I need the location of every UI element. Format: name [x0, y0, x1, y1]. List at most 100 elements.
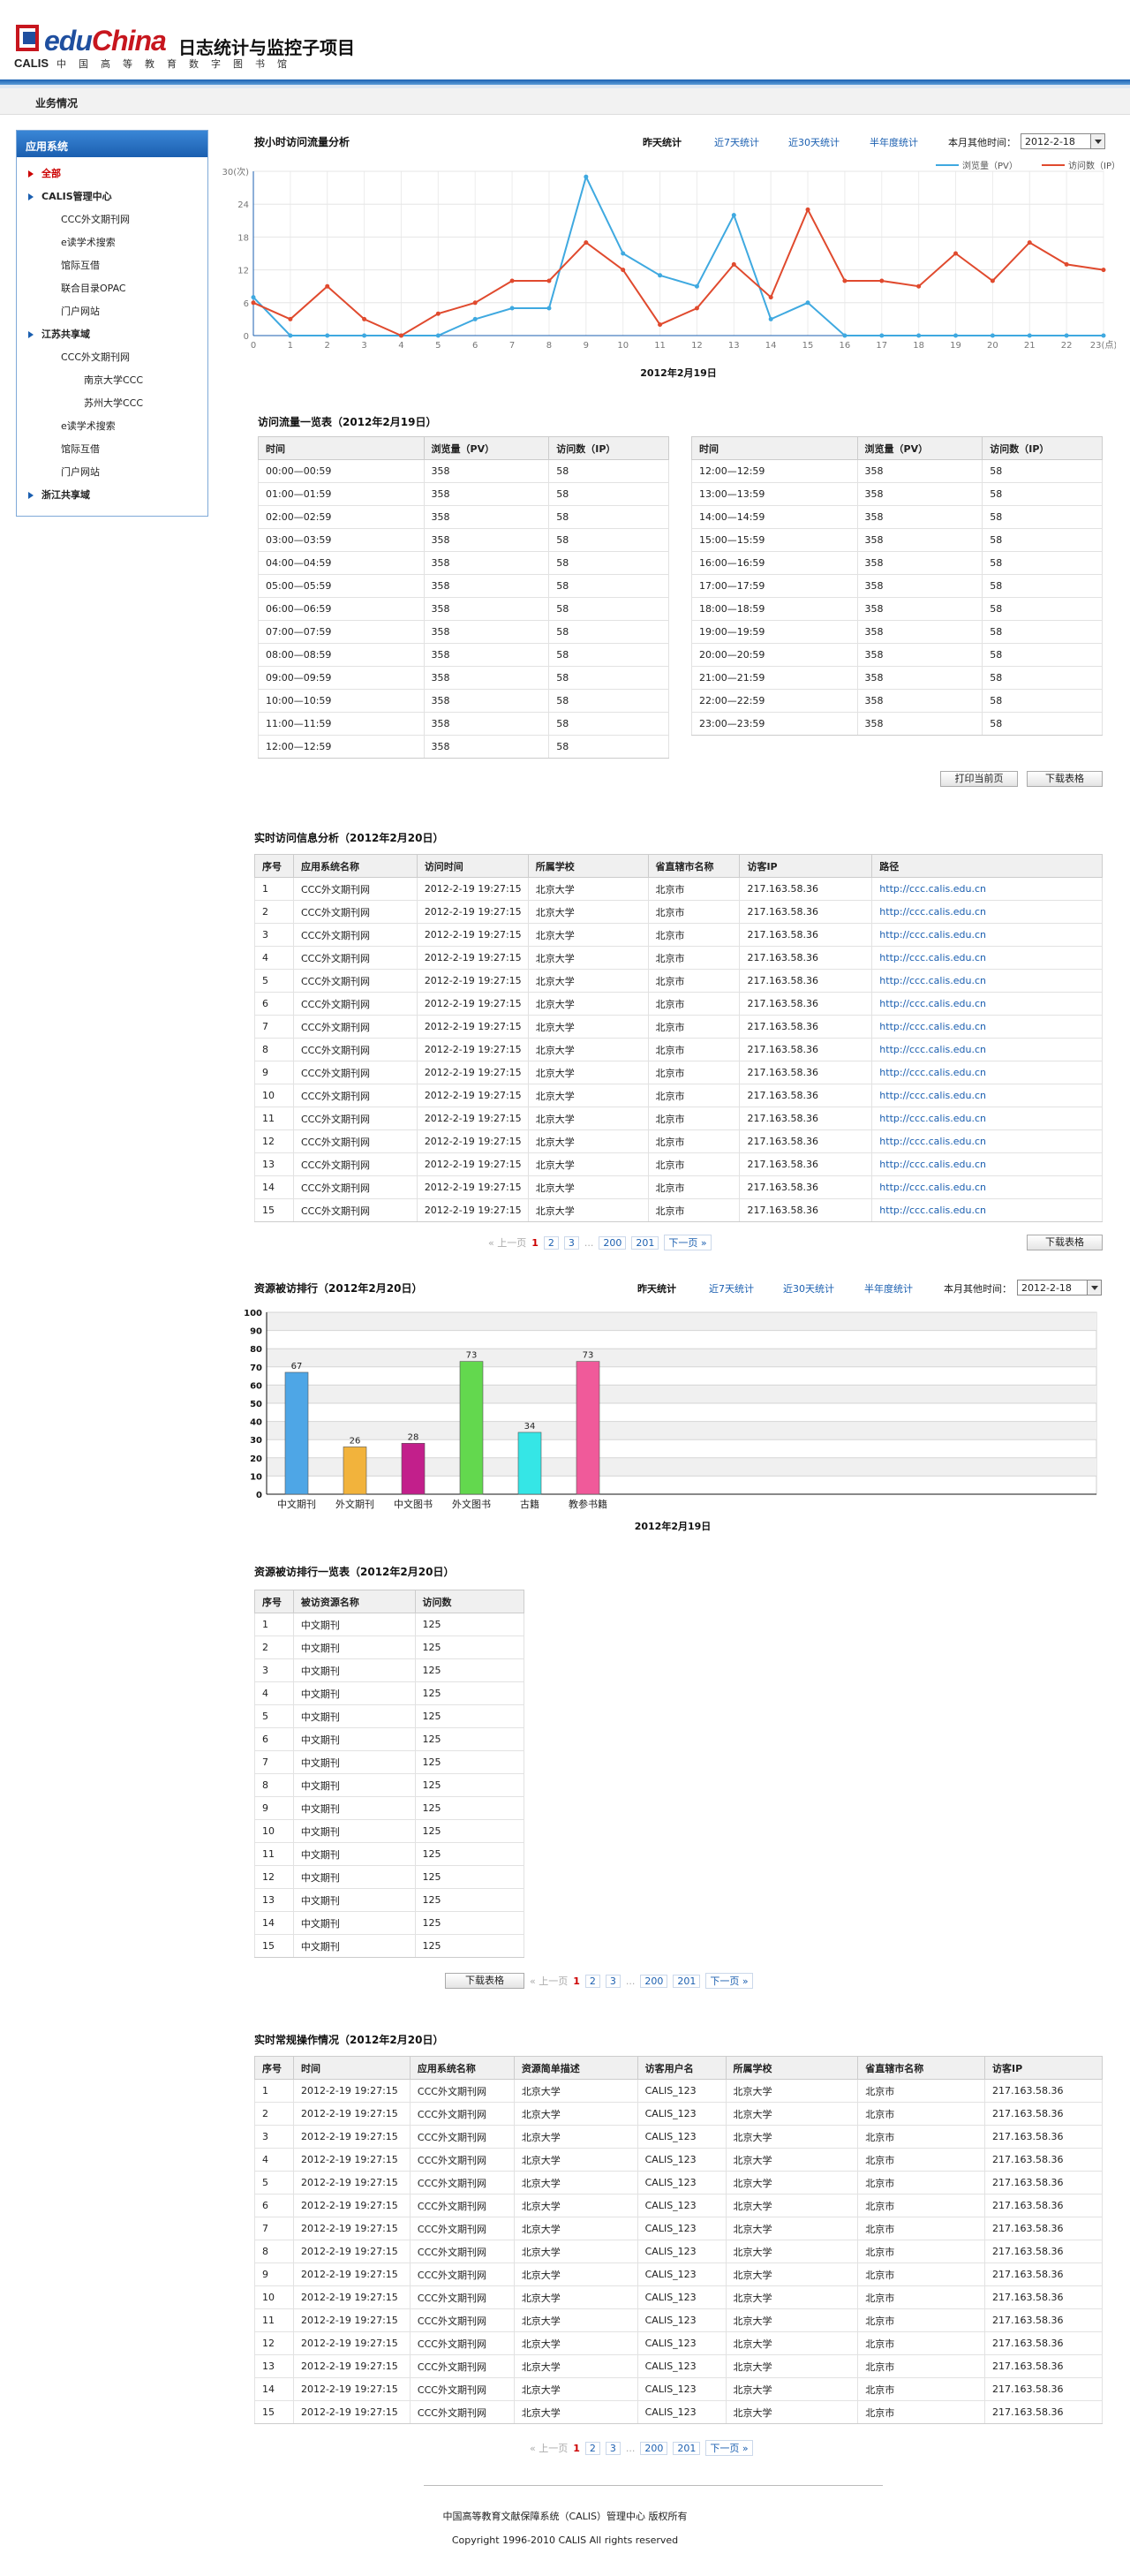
table-cell[interactable]: http://ccc.calis.edu.cn [871, 1175, 1103, 1199]
pager-next[interactable]: 下一页 » [705, 1973, 753, 1989]
table-cell[interactable]: http://ccc.calis.edu.cn [871, 923, 1103, 947]
data-point[interactable] [288, 333, 293, 338]
data-point[interactable] [251, 300, 256, 306]
table-cell[interactable]: http://ccc.calis.edu.cn [871, 1198, 1103, 1222]
pager-page-1[interactable]: 1 [531, 1237, 539, 1249]
filter-halfyear[interactable]: 半年度统计 [870, 137, 918, 148]
data-point[interactable] [472, 316, 478, 321]
column-header[interactable]: 应用系统名称 [292, 854, 418, 878]
sidebar-item-0[interactable]: 全部 [17, 162, 207, 185]
data-point[interactable] [435, 311, 441, 316]
data-point[interactable] [1101, 268, 1106, 273]
pager-prev[interactable]: « 上一页 [488, 1237, 527, 1249]
sidebar-item-10[interactable]: 苏州大学CCC [84, 397, 144, 409]
table-cell[interactable]: http://ccc.calis.edu.cn [871, 1152, 1103, 1176]
download-flow-button[interactable]: 下载表格 [1027, 771, 1103, 787]
data-point[interactable] [658, 273, 663, 278]
data-point[interactable] [694, 283, 699, 289]
data-point[interactable] [472, 300, 478, 306]
data-point[interactable] [325, 283, 330, 289]
sidebar-item-1[interactable]: CALIS管理中心 [17, 185, 207, 208]
column-header[interactable]: 序号 [254, 2056, 294, 2080]
sidebar-item-13[interactable]: 门户网站 [61, 466, 100, 478]
column-header[interactable]: 被访资源名称 [292, 1590, 416, 1613]
pager-page-2[interactable]: 2 [584, 1975, 600, 1988]
sidebar-item-5[interactable]: 联合目录OPAC [61, 283, 126, 294]
bar-filter-yesterday[interactable]: 昨天统计 [637, 1283, 676, 1295]
table-cell[interactable]: http://ccc.calis.edu.cn [871, 1084, 1103, 1107]
data-point[interactable] [768, 295, 773, 300]
pager-page-201[interactable]: 201 [673, 2442, 701, 2455]
bar[interactable] [284, 1371, 309, 1495]
sidebar-item-3[interactable]: e读学术搜索 [61, 237, 116, 248]
data-point[interactable] [546, 278, 552, 283]
column-header[interactable]: 访问数（IP） [548, 436, 669, 460]
pager-page-2[interactable]: 2 [543, 1236, 559, 1250]
bar-filter-last7[interactable]: 近7天统计 [709, 1283, 754, 1295]
column-header[interactable]: 访问数 [414, 1590, 524, 1613]
bar-filter-halfyear[interactable]: 半年度统计 [864, 1283, 913, 1295]
column-header[interactable]: 所属学校 [527, 854, 649, 878]
data-point[interactable] [805, 207, 810, 212]
table-cell[interactable]: http://ccc.calis.edu.cn [871, 969, 1103, 993]
sidebar-item-2[interactable]: CCC外文期刊网 [61, 214, 131, 225]
data-point[interactable] [916, 283, 922, 289]
sidebar-item-4[interactable]: 馆际互借 [61, 260, 100, 271]
data-point[interactable] [1064, 261, 1069, 267]
bar[interactable] [517, 1432, 542, 1495]
data-point[interactable] [509, 306, 515, 311]
bar[interactable] [401, 1443, 426, 1495]
column-header[interactable]: 浏览量（PV） [856, 436, 983, 460]
column-header[interactable]: 省直辖市名称 [857, 2056, 986, 2080]
data-point[interactable] [879, 333, 885, 338]
data-point[interactable] [325, 333, 330, 338]
download-rank-button[interactable]: 下载表格 [445, 1973, 524, 1989]
pager-page-201[interactable]: 201 [673, 1975, 701, 1988]
data-point[interactable] [1027, 240, 1032, 246]
data-point[interactable] [879, 278, 885, 283]
data-point[interactable] [1027, 333, 1032, 338]
column-header[interactable]: 序号 [254, 854, 294, 878]
pager-page-200[interactable]: 200 [640, 2442, 668, 2455]
data-point[interactable] [731, 261, 736, 267]
data-point[interactable] [362, 333, 367, 338]
table-cell[interactable]: http://ccc.calis.edu.cn [871, 992, 1103, 1016]
data-point[interactable] [621, 251, 626, 256]
data-point[interactable] [1064, 333, 1069, 338]
pager-page-3[interactable]: 3 [605, 1975, 621, 1988]
pager-page-1[interactable]: 1 [573, 2443, 580, 2454]
data-point[interactable] [398, 333, 403, 338]
column-header[interactable]: 访问时间 [416, 854, 529, 878]
pager-page-2[interactable]: 2 [584, 2442, 600, 2455]
data-point[interactable] [362, 316, 367, 321]
sidebar-item-7[interactable]: 江苏共享域 [17, 323, 207, 346]
data-point[interactable] [435, 333, 441, 338]
sidebar-item-11[interactable]: e读学术搜索 [61, 420, 116, 432]
table-cell[interactable]: http://ccc.calis.edu.cn [871, 900, 1103, 924]
column-header[interactable]: 访问数（IP） [982, 436, 1103, 460]
column-header[interactable]: 路径 [871, 854, 1103, 878]
filter-yesterday[interactable]: 昨天统计 [643, 137, 682, 148]
sidebar-item-6[interactable]: 门户网站 [61, 306, 100, 317]
column-header[interactable]: 所属学校 [725, 2056, 859, 2080]
bar[interactable] [343, 1447, 367, 1495]
column-header[interactable]: 应用系统名称 [409, 2056, 515, 2080]
pager-page-3[interactable]: 3 [563, 1236, 579, 1250]
data-point[interactable] [842, 278, 848, 283]
sidebar-item-12[interactable]: 馆际互借 [61, 443, 100, 455]
column-header[interactable]: 访客IP [984, 2056, 1103, 2080]
print-button[interactable]: 打印当前页 [940, 771, 1018, 787]
column-header[interactable]: 时间 [292, 2056, 411, 2080]
data-point[interactable] [584, 240, 589, 246]
data-point[interactable] [805, 300, 810, 306]
pager-next[interactable]: 下一页 » [664, 1235, 712, 1250]
data-point[interactable] [584, 174, 589, 179]
bar-filter-last30[interactable]: 近30天统计 [783, 1283, 834, 1295]
column-header[interactable]: 资源简单描述 [513, 2056, 638, 2080]
bar-date-select[interactable]: 2012-2-18 [1017, 1280, 1102, 1296]
pager-prev[interactable]: « 上一页 [530, 1975, 569, 1987]
pager-prev[interactable]: « 上一页 [530, 2443, 569, 2454]
tab-business[interactable]: 业务情况 [35, 97, 79, 110]
pager-page-3[interactable]: 3 [605, 2442, 621, 2455]
pager-next[interactable]: 下一页 » [705, 2440, 753, 2456]
